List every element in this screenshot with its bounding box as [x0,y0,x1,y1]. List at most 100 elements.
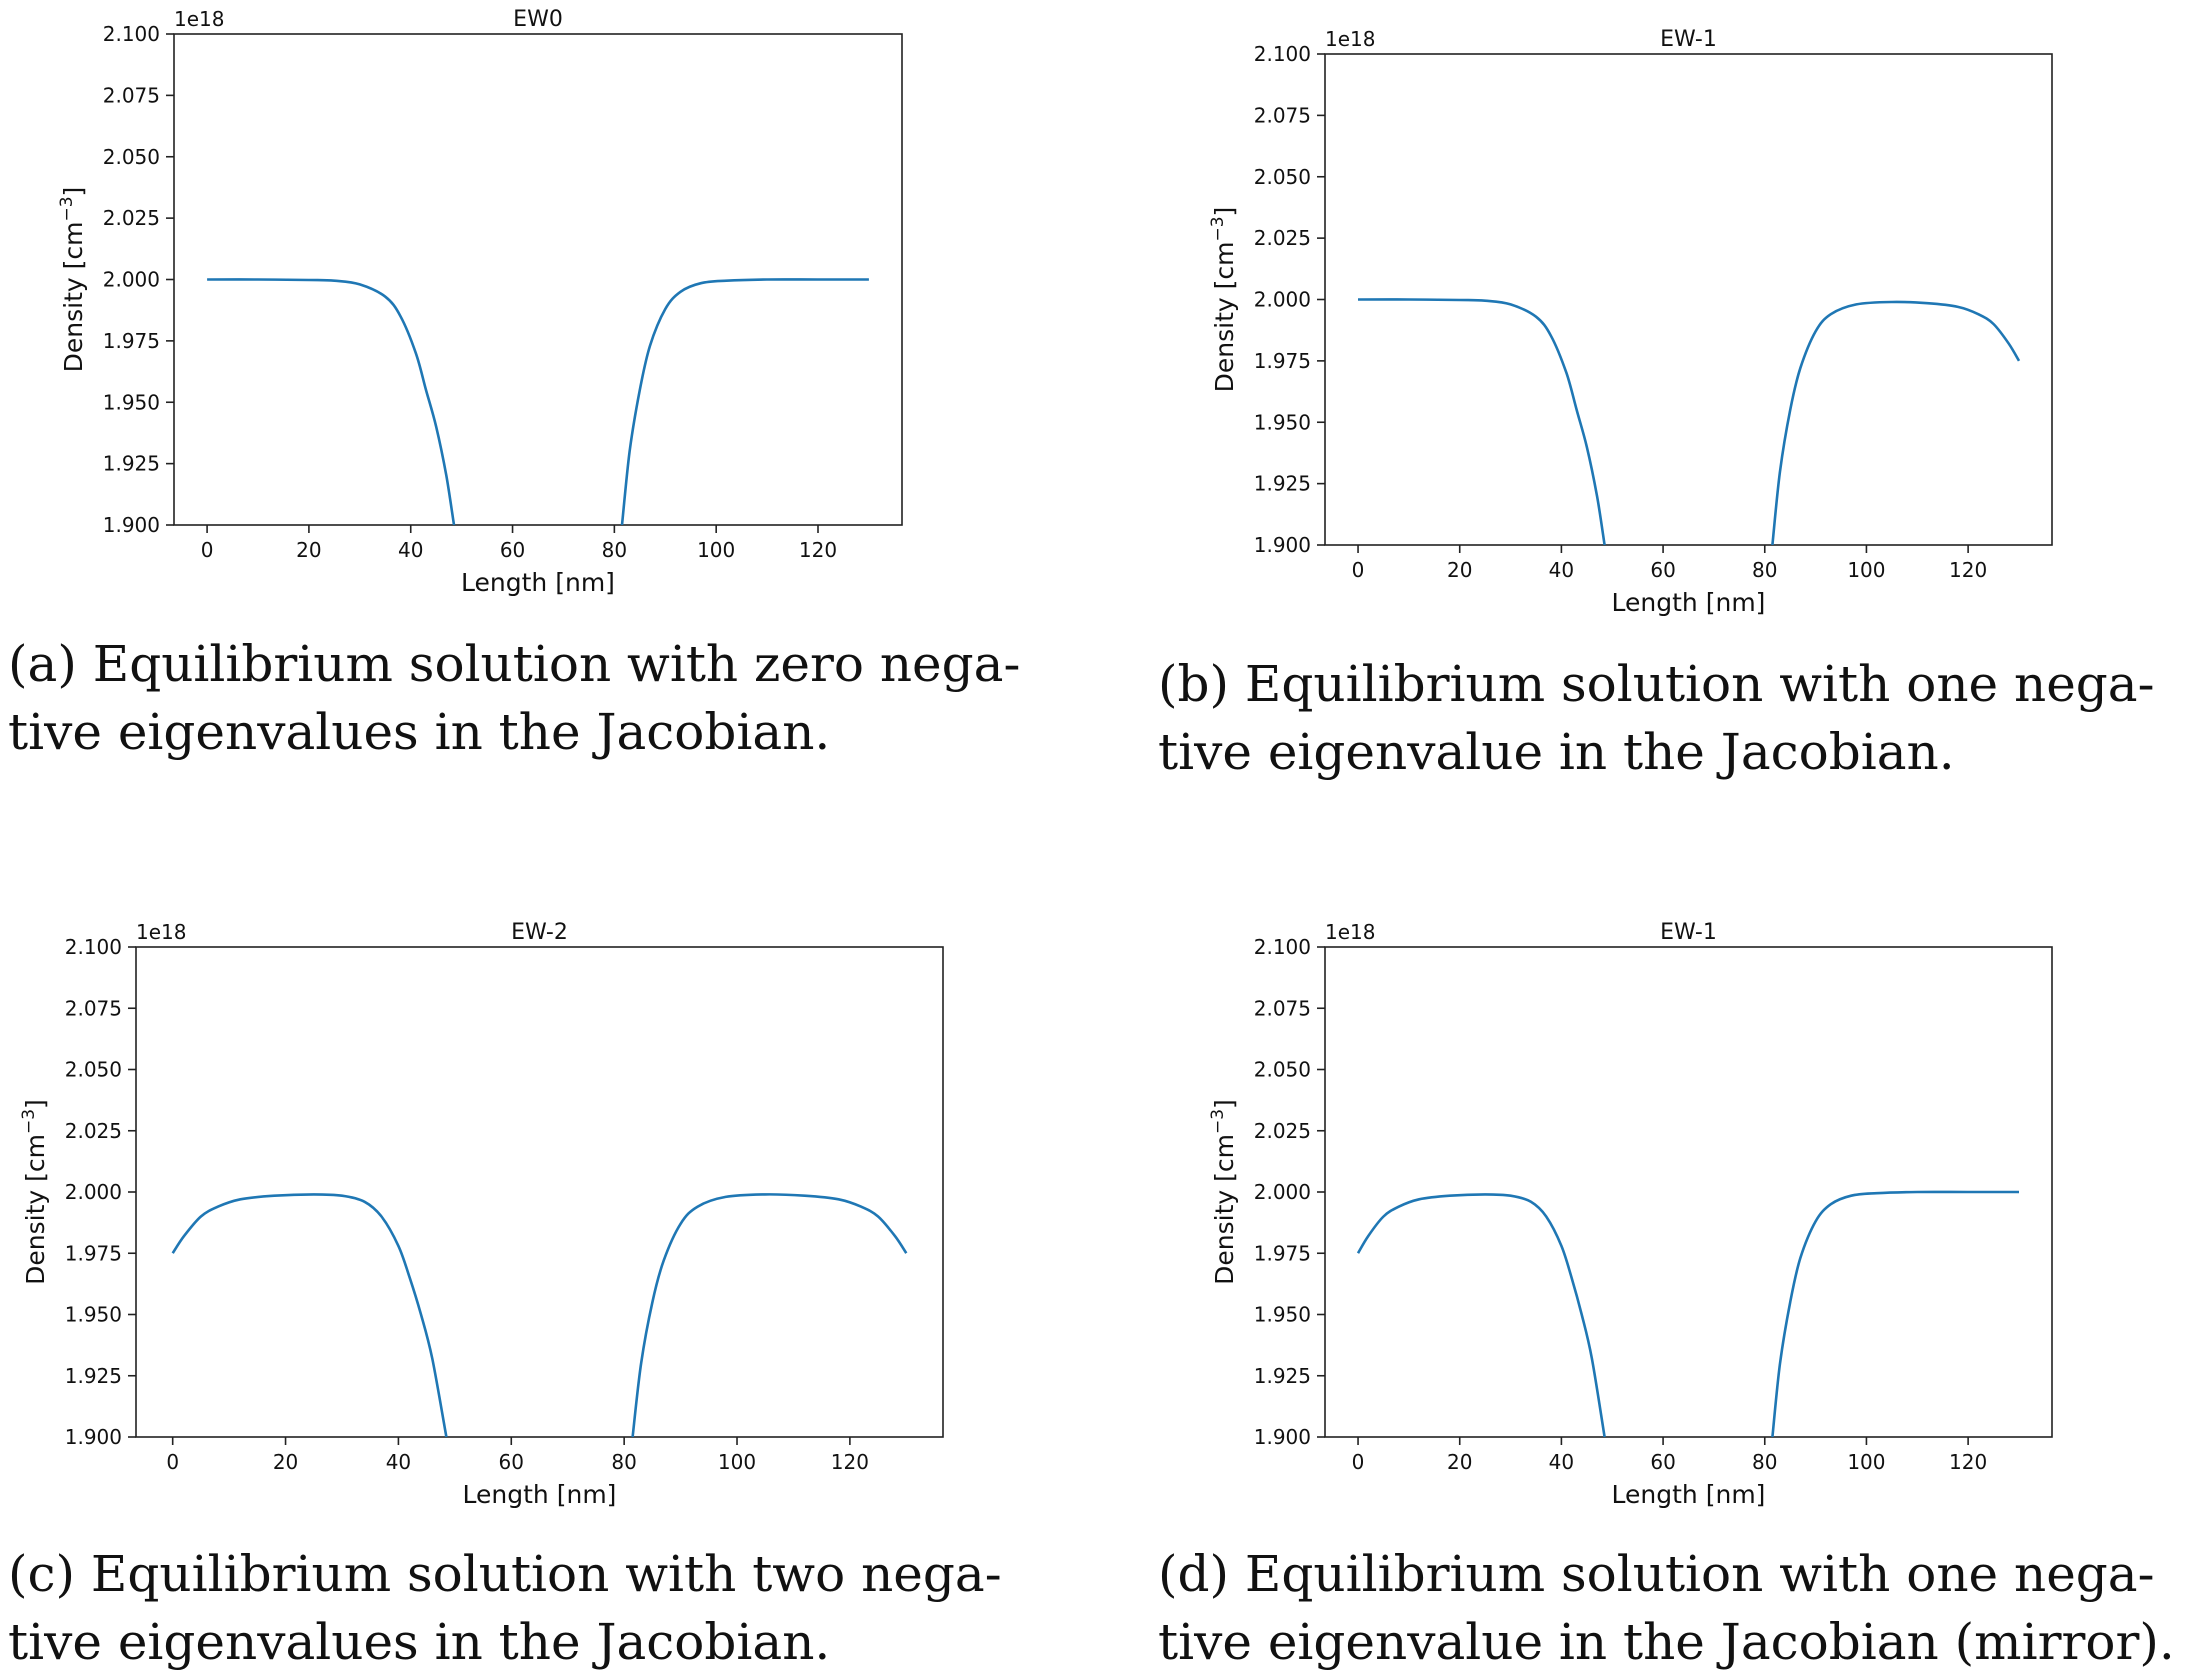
density-series-left-branch [171,1193,448,1437]
x-tick-label: 80 [602,538,627,562]
panel-a-chart: 0 20 40 60 80 100 120 1.900 1.925 1.950 1.975 2.000… [57,7,903,597]
y-tick-label: 1.900 [1254,533,1311,557]
chart-title: EW0 [513,7,563,32]
caption-a-line-1: (a) Equilibrium solution with zero nega- [8,635,1021,693]
y-tick-label: 2.000 [103,268,160,292]
y-tick-label: 2.025 [65,1119,122,1143]
caption-b: (b) Equilibrium solution with one nega- … [1158,650,2188,786]
x-axis-label: Length [nm] [463,1480,617,1509]
y-tick-label: 1.925 [1254,472,1311,496]
y-tick-label: 1.975 [1254,349,1311,373]
caption-a-line-2: tive eigenvalues in the Jacobian. [8,703,831,761]
x-tick-label: 100 [1847,558,1885,582]
y-axis-label: Density [cm−3] [19,1099,50,1285]
y-axis-label-base: Density [cm [1210,241,1239,392]
x-tick-label: 80 [1752,558,1777,582]
x-tick-label: 0 [1352,1450,1365,1474]
y-tick-label: 2.100 [103,22,160,46]
y-axis-label-end: ] [21,1099,50,1109]
x-tick-label: 120 [1949,558,1987,582]
y-axis-label-base: Density [cm [1210,1134,1239,1285]
y-tick-label: 2.025 [1254,1119,1311,1143]
caption-d-line-1: (d) Equilibrium solution with one nega- [1158,1545,2155,1603]
density-series-right-branch [631,1193,908,1437]
x-tick-label: 120 [831,1450,869,1474]
y-tick-label: 1.925 [65,1364,122,1388]
y-offset-text: 1e18 [174,7,224,31]
x-tick-label: 100 [718,1450,756,1474]
x-tick-label: 60 [1650,558,1675,582]
y-tick-label: 2.075 [1254,996,1311,1020]
y-tick-label: 2.000 [1254,288,1311,312]
y-axis-label-exponent: −3 [1208,1109,1228,1134]
y-tick-label: 1.900 [1254,1425,1311,1449]
y-tick-label: 2.050 [1254,1058,1311,1082]
x-tick-label: 80 [1752,1450,1777,1474]
x-tick-label: 40 [398,538,423,562]
x-tick-label: 60 [1650,1450,1675,1474]
caption-b-line-1: (b) Equilibrium solution with one nega- [1158,655,2155,713]
y-tick-label: 2.025 [103,206,160,230]
y-tick-label: 1.950 [1254,1303,1311,1327]
y-offset-text: 1e18 [1325,27,1375,51]
caption-d-line-2: tive eigenvalue in the Jacobian (mirror)… [1158,1613,2175,1671]
y-axis-label: Density [cm−3] [1208,207,1239,393]
y-tick-label: 1.925 [103,452,160,476]
panel-d-chart: 0 20 40 60 80 100 120 1.900 1.925 1.950 1.975 2.000… [1208,920,2053,1509]
y-tick-label: 2.025 [1254,226,1311,250]
y-axis-label-exponent: −3 [1208,216,1228,241]
y-tick-label: 1.925 [1254,1364,1311,1388]
y-tick-label: 2.100 [65,935,122,959]
y-tick-label: 1.975 [1254,1241,1311,1265]
y-tick-label: 1.950 [1254,410,1311,434]
y-tick-label: 2.050 [1254,165,1311,189]
y-tick-label: 1.950 [65,1303,122,1327]
x-tick-label: 40 [386,1450,411,1474]
x-tick-label: 80 [611,1450,636,1474]
y-tick-label: 2.100 [1254,42,1311,66]
density-series-left-branch [1356,1193,1606,1437]
x-tick-label: 100 [697,538,735,562]
x-tick-label: 0 [166,1450,179,1474]
x-tick-label: 20 [296,538,321,562]
density-series-left-branch [207,278,456,525]
y-tick-label: 2.100 [1254,935,1311,959]
density-series-right-branch [1771,300,2021,545]
y-axis-label-end: ] [59,187,88,197]
y-axis-label-end: ] [1210,1099,1239,1109]
y-axis-label-end: ] [1210,207,1239,217]
y-offset-text: 1e18 [1325,920,1375,944]
x-tick-label: 60 [500,538,525,562]
x-axis-label: Length [nm] [461,568,615,597]
x-tick-label: 20 [1447,1450,1472,1474]
chart-title: EW-1 [1660,27,1717,52]
y-tick-label: 1.975 [103,329,160,353]
y-axis-label-base: Density [cm [59,221,88,372]
y-tick-label: 2.075 [65,996,122,1020]
x-tick-label: 60 [499,1450,524,1474]
x-tick-label: 40 [1549,558,1574,582]
y-tick-label: 2.000 [1254,1180,1311,1204]
y-axis-label-exponent: −3 [19,1109,39,1134]
y-axis-label-exponent: −3 [57,196,77,221]
x-tick-label: 120 [1949,1450,1987,1474]
y-tick-label: 2.050 [103,145,160,169]
x-axis-label: Length [nm] [1612,1480,1766,1509]
y-axis-label: Density [cm−3] [57,187,88,373]
y-tick-label: 1.975 [65,1241,122,1265]
caption-b-line-2: tive eigenvalue in the Jacobian. [1158,723,1955,781]
x-tick-label: 40 [1549,1450,1574,1474]
y-tick-label: 2.000 [65,1180,122,1204]
y-tick-label: 2.075 [103,83,160,107]
x-tick-label: 20 [1447,558,1472,582]
y-tick-label: 2.075 [1254,103,1311,127]
y-tick-label: 2.050 [65,1058,122,1082]
x-tick-label: 100 [1847,1450,1885,1474]
density-series-right-branch [1771,1190,2019,1437]
caption-d: (d) Equilibrium solution with one nega- … [1158,1540,2188,1676]
x-tick-label: 0 [201,538,214,562]
panel-b-chart: 0 20 40 60 80 100 120 1.900 1.925 1.950 1.975 2.000… [1208,27,2053,617]
density-series-right-branch [620,278,869,525]
chart-title: EW-2 [511,920,568,945]
